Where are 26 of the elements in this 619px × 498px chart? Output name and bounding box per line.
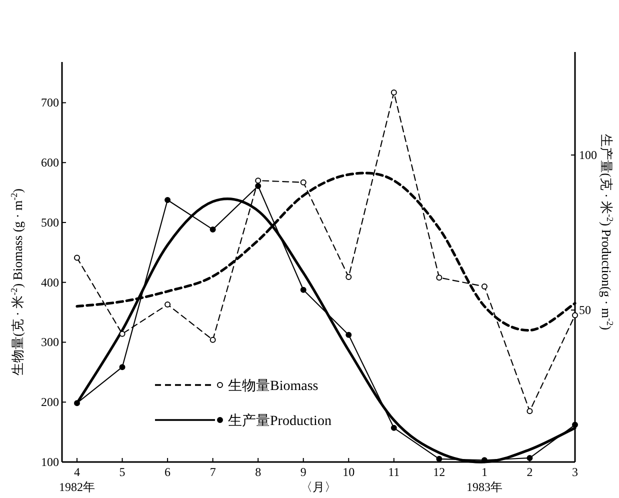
y-tick-label: 100 (41, 455, 59, 469)
x-tick-label: 12 (433, 465, 446, 479)
x-tick-label: 4 (74, 465, 80, 479)
legend-label: 生物量Biomass (228, 378, 318, 394)
x-tick-label: 1 (481, 465, 488, 479)
y-tick-label: 200 (41, 395, 59, 410)
y-tick-label: 400 (41, 275, 59, 290)
x-tick-label: 8 (255, 465, 262, 479)
y2-tick-label: 100 (579, 148, 597, 162)
x-tick-label: 6 (164, 465, 171, 479)
y-tick-label: 500 (41, 215, 59, 230)
y2-tick-label: 50 (579, 303, 591, 318)
x-tick-label: 5 (119, 465, 126, 479)
x-tick-label: 2 (526, 465, 533, 479)
x-tick-label: 3 (572, 465, 578, 479)
text: 1983年 (466, 480, 502, 494)
x-axis-title: 〈月〉 (300, 480, 336, 494)
x-tick-label: 7 (210, 465, 216, 479)
y-tick-label: 300 (41, 335, 59, 350)
y-tick-label: 600 (41, 156, 59, 170)
legend-label: 生产量Production (228, 413, 332, 429)
text: 1982年 (59, 480, 95, 494)
y-tick-label: 700 (41, 96, 59, 110)
x-tick-label: 10 (342, 465, 355, 479)
x-tick-label: 11 (388, 465, 400, 479)
x-tick-label: 9 (300, 465, 306, 479)
